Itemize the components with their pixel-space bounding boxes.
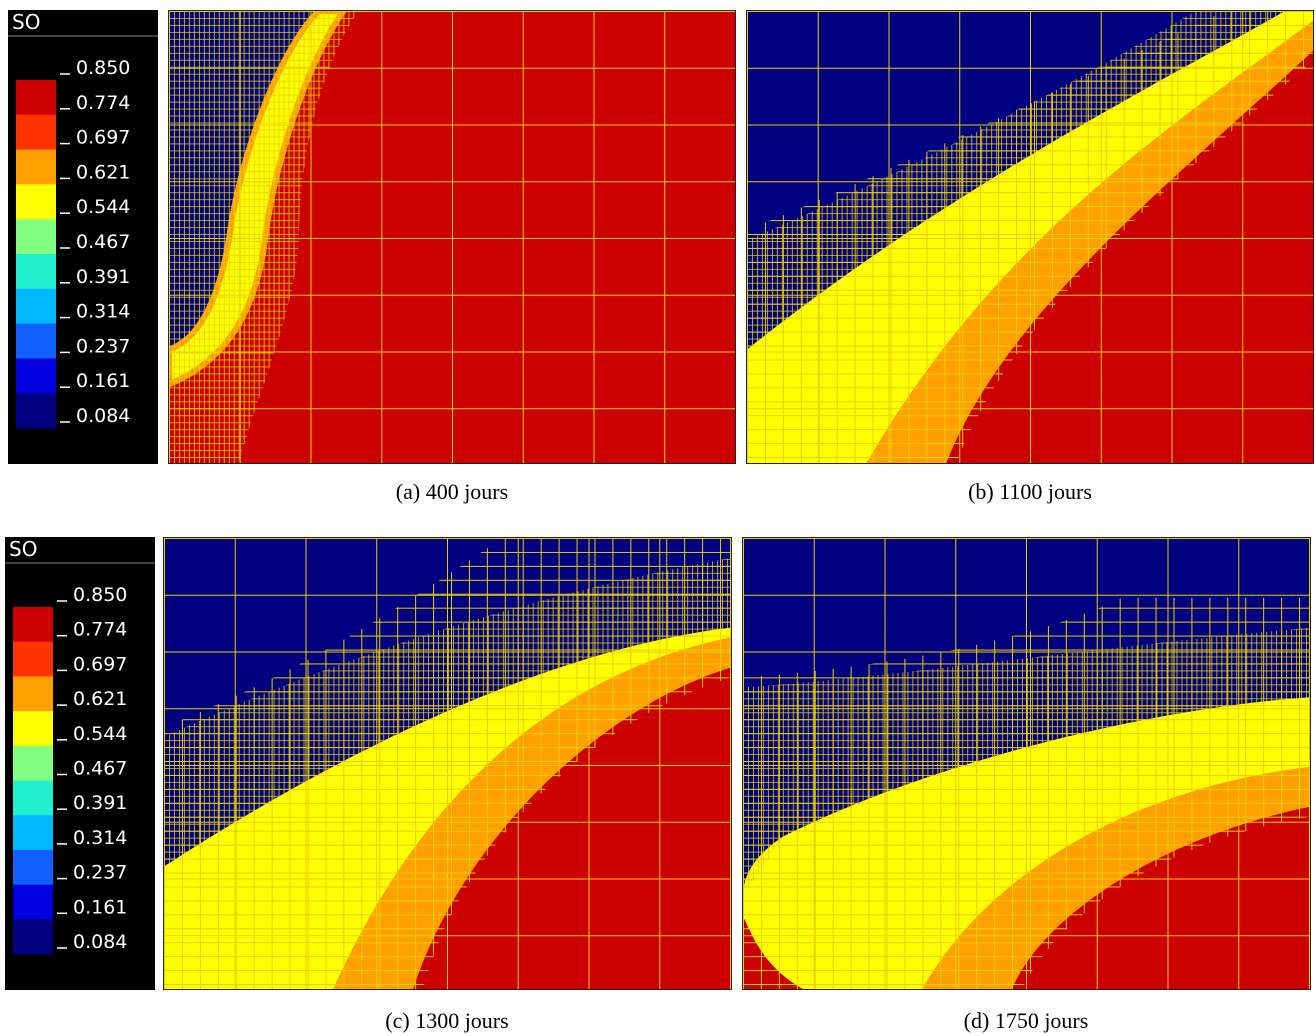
colorbar-label: 0.850 — [73, 584, 127, 606]
colorbar-label: 0.774 — [76, 92, 130, 114]
colorbar-label: 0.084 — [73, 931, 127, 953]
panel-c — [163, 537, 732, 990]
swatch — [16, 358, 56, 394]
colorbar-label: 0.084 — [76, 405, 130, 427]
colorbar-label: 0.774 — [73, 619, 127, 641]
panel-a — [168, 10, 736, 464]
colorbar-label: 0.237 — [76, 335, 130, 357]
panel-b — [746, 10, 1314, 464]
swatch — [16, 184, 56, 220]
swatch — [13, 919, 53, 955]
swatch — [16, 114, 56, 151]
colorbar: SO 0.850 0.774 0.697 0.621 0.544 0.467 0.391 0.3… — [5, 537, 155, 990]
swatch — [13, 815, 53, 851]
swatch — [13, 780, 53, 816]
colorbar-label: 0.544 — [73, 723, 127, 745]
colorbar-title: SO — [9, 537, 37, 561]
colorbar: SO 0.850 0.774 0.697 0.621 0.544 0.467 0.391 0.3… — [8, 10, 158, 464]
colorbar-label: 0.697 — [73, 653, 127, 675]
colorbar-label: 0.314 — [73, 827, 127, 849]
panel-d — [742, 537, 1311, 990]
swatch — [13, 884, 53, 920]
swatch — [16, 288, 56, 325]
caption: (d) 1750 jours — [963, 1008, 1089, 1033]
swatch — [16, 80, 56, 116]
swatch — [13, 745, 53, 781]
colorbar-label: 0.544 — [76, 196, 130, 218]
colorbar-label: 0.621 — [76, 161, 130, 183]
colorbar-label: 0.314 — [76, 301, 130, 323]
colorbar-label: 0.621 — [73, 688, 127, 710]
colorbar-label: 0.391 — [73, 792, 127, 814]
swatch — [16, 219, 56, 255]
colorbar-label: 0.697 — [76, 127, 130, 149]
caption: (a) 400 jours — [395, 479, 509, 504]
colorbar-label: 0.391 — [76, 266, 130, 288]
colorbar-title: SO — [12, 10, 40, 34]
colorbar-label: 0.161 — [73, 896, 127, 918]
swatch — [13, 676, 53, 712]
colorbar-label: 0.467 — [76, 231, 130, 253]
colorbar-label: 0.237 — [73, 862, 127, 884]
swatch — [16, 149, 56, 185]
swatch — [16, 393, 56, 429]
colorbar-label: 0.850 — [76, 57, 130, 79]
swatch — [13, 607, 53, 643]
colorbar-label: 0.467 — [73, 758, 127, 780]
colorbar-label: 0.161 — [76, 370, 130, 392]
caption: (b) 1100 jours — [968, 479, 1092, 504]
swatch — [16, 323, 56, 359]
swatch — [13, 641, 53, 677]
swatch — [16, 254, 56, 290]
swatch — [13, 711, 53, 747]
swatch — [13, 849, 53, 886]
caption: (c) 1300 jours — [385, 1008, 509, 1033]
